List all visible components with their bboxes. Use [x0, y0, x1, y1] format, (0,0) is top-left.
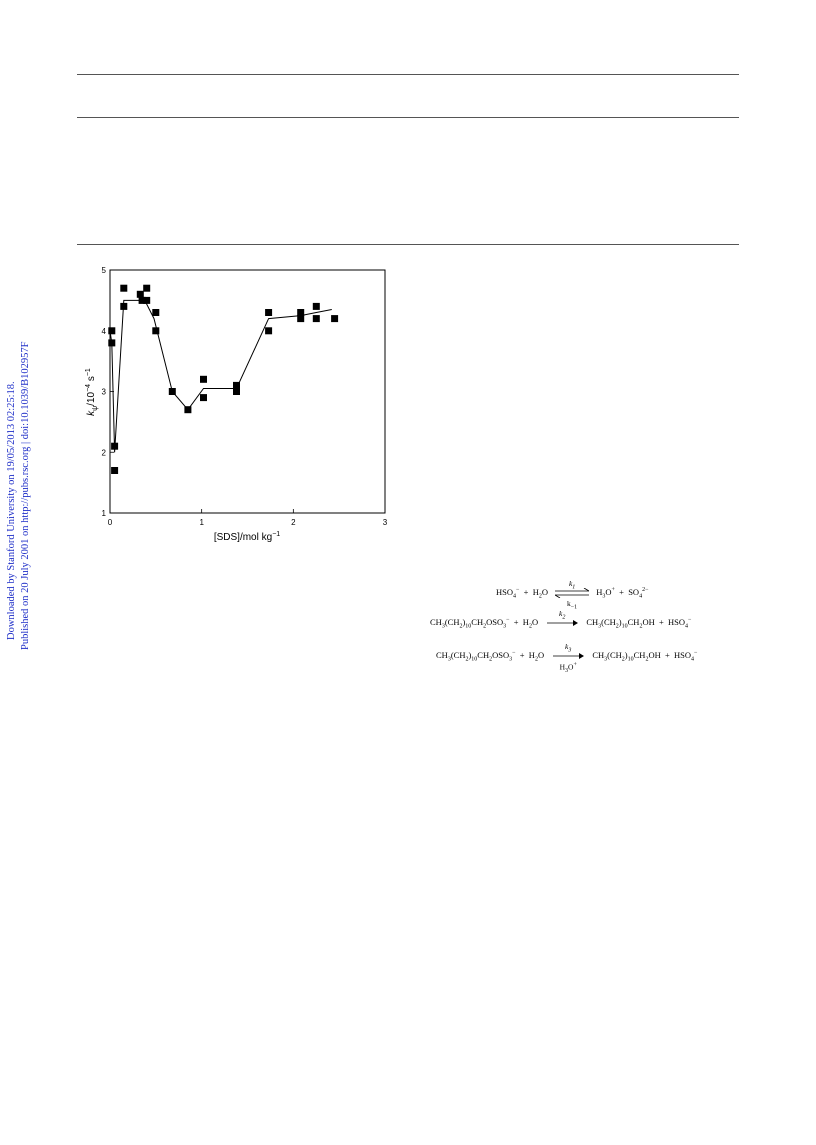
data-point-marker [143, 296, 151, 304]
data-point-marker [108, 339, 116, 347]
data-point-marker [143, 284, 151, 292]
y-tick-label: 4 [102, 327, 107, 336]
download-info-link[interactable]: Downloaded by Stanford University on 19/… [6, 381, 17, 640]
x-tick-label: 3 [383, 518, 388, 527]
k1-label: k1 [568, 579, 576, 591]
data-point-marker [200, 394, 207, 402]
data-point-marker [138, 296, 146, 304]
data-point-marker [233, 388, 240, 395]
reaction-1-lhs: HSO4− + H2O [496, 587, 548, 600]
data-point-marker [265, 309, 273, 316]
y-axis-label: kψ/10−4 s−1 [85, 368, 99, 416]
catalysed-arrow-icon: k3 H3O+ [551, 642, 585, 674]
k-1-label: k−1 [567, 599, 578, 611]
data-point-marker [200, 375, 207, 383]
data-point-marker [120, 302, 128, 310]
data-point-marker [331, 315, 339, 323]
reaction-2-rhs: CH3(CH2)10CH2OH + HSO4− [586, 617, 692, 630]
x-tick-label: 0 [108, 518, 113, 527]
data-point-marker [184, 406, 192, 414]
data-point-marker [120, 284, 128, 292]
data-point-marker [152, 309, 160, 316]
data-point-marker [136, 290, 144, 298]
plot-frame [109, 269, 386, 514]
data-point-marker [312, 315, 320, 323]
table-rule-1 [77, 117, 739, 118]
data-point-marker [168, 388, 176, 395]
top-rule [77, 74, 739, 75]
equilibrium-arrow-icon: k1 k−1 [555, 579, 590, 611]
k2-label: k2 [559, 609, 566, 621]
y-tick-label: 1 [102, 509, 107, 518]
data-point-marker [297, 309, 305, 316]
x-tick-label: 2 [291, 518, 296, 527]
fit-curve [109, 299, 332, 453]
data-point-marker [312, 302, 320, 310]
forward-arrow-icon: k2 [545, 609, 579, 628]
reaction-1-rhs: H3O+ + SO42− [596, 587, 649, 600]
axis-ticks [109, 269, 386, 514]
data-point-marker [111, 442, 119, 450]
data-point-marker [297, 315, 305, 323]
y-tick-label: 5 [102, 266, 107, 275]
reaction-3-rhs: CH3(CH2)10CH2OH + HSO4− [592, 650, 698, 663]
provenance-sidebar: Downloaded by Stanford University on 19/… [2, 340, 36, 660]
x-tick-label: 1 [199, 518, 204, 527]
y-tick-label: 3 [102, 388, 107, 397]
reaction-2: CH3(CH2)10CH2OSO3− + H2O k2 CH3(CH2)10CH… [430, 609, 692, 630]
reaction-2-lhs: CH3(CH2)10CH2OSO3− + H2O [430, 617, 539, 630]
data-point-marker [233, 381, 240, 389]
x-axis-label: [SDS]/mol kg−1 [214, 531, 280, 543]
reaction-3-lhs: CH3(CH2)10CH2OSO3− + H2O [436, 650, 545, 663]
reaction-3: CH3(CH2)10CH2OSO3− + H2O k3 H3O+ CH3(CH2… [436, 642, 698, 674]
data-point-marker [152, 327, 160, 335]
y-tick-label: 2 [102, 448, 107, 457]
publication-doi-link[interactable]: Published on 20 July 2001 on http://pubs… [20, 341, 31, 650]
data-points [108, 284, 339, 474]
data-point-marker [265, 327, 273, 335]
reaction-1: HSO4− + H2O k1 k−1 H3O+ + SO42− [496, 579, 649, 611]
data-point-marker [111, 467, 119, 474]
table-rule-2 [77, 244, 739, 245]
k3-label: k3 [565, 642, 572, 654]
catalyst-label: H3O+ [559, 662, 577, 675]
data-point-marker [108, 327, 116, 335]
